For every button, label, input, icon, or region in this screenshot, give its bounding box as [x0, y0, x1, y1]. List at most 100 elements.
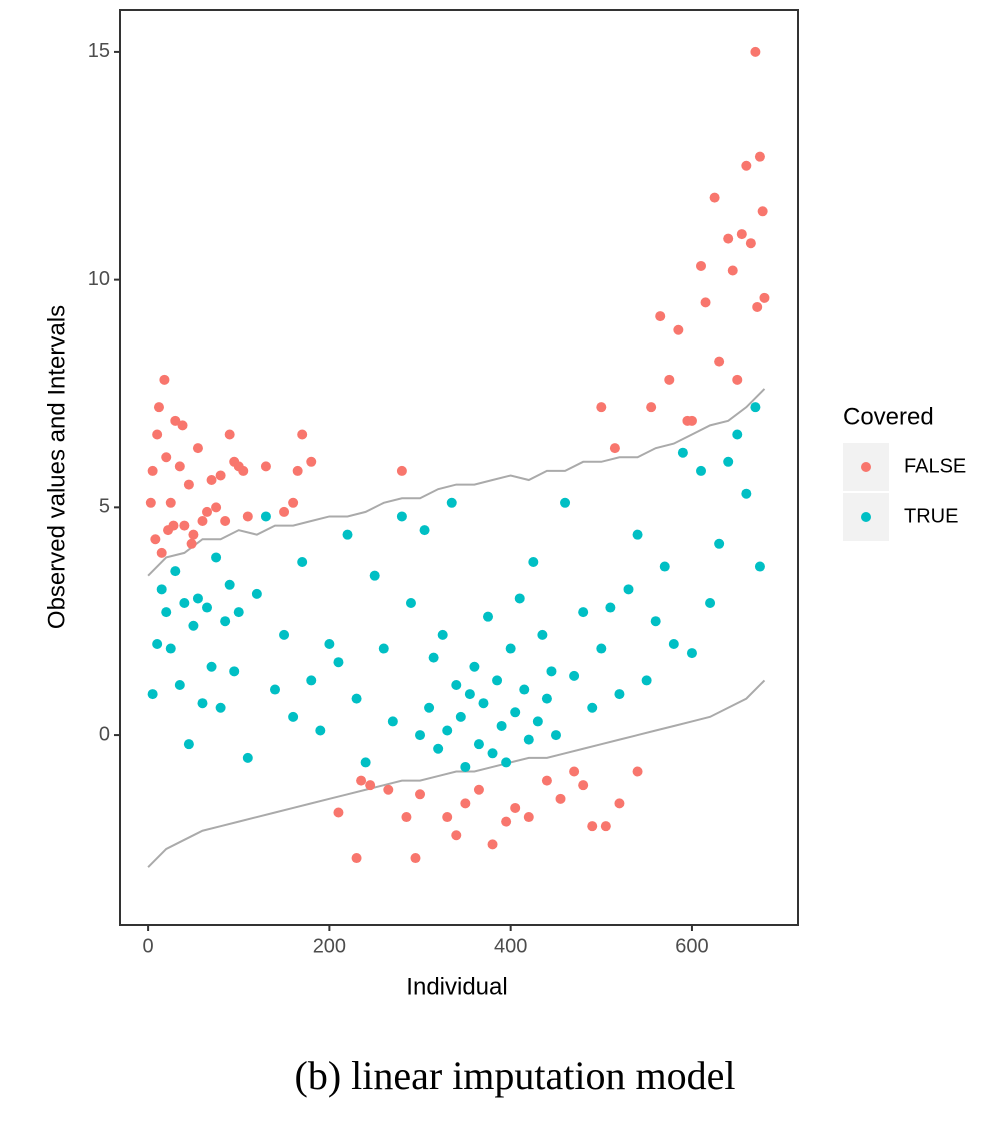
point — [342, 529, 353, 540]
point — [410, 853, 421, 864]
point — [555, 793, 566, 804]
point — [315, 725, 326, 736]
point — [179, 597, 190, 608]
point — [754, 561, 765, 572]
point — [655, 311, 666, 322]
point — [741, 488, 752, 499]
point — [197, 698, 208, 709]
point — [609, 443, 620, 454]
point — [433, 743, 444, 754]
point — [732, 374, 743, 385]
point — [673, 324, 684, 335]
point — [569, 766, 580, 777]
point — [260, 461, 271, 472]
point — [288, 497, 299, 508]
point — [396, 511, 407, 522]
point — [754, 151, 765, 162]
point — [451, 830, 462, 841]
point — [455, 711, 466, 722]
point — [211, 552, 222, 563]
legend-label: TRUE — [904, 505, 958, 527]
point — [686, 415, 697, 426]
point — [750, 402, 761, 413]
interval-lower — [147, 679, 766, 868]
point — [505, 643, 516, 654]
point — [487, 839, 498, 850]
point — [292, 465, 303, 476]
point — [260, 511, 271, 522]
point — [483, 611, 494, 622]
point — [752, 301, 763, 312]
point — [596, 643, 607, 654]
point — [306, 456, 317, 467]
y-tick-label: 10 — [88, 268, 110, 290]
point — [496, 720, 507, 731]
point — [700, 297, 711, 308]
point — [709, 192, 720, 203]
legend-marker — [861, 462, 871, 472]
point — [251, 588, 262, 599]
point — [153, 402, 164, 413]
point — [387, 716, 398, 727]
point — [501, 816, 512, 827]
point — [424, 702, 435, 713]
point — [192, 593, 203, 604]
point — [242, 511, 253, 522]
point — [279, 629, 290, 640]
point — [378, 643, 389, 654]
point — [632, 766, 643, 777]
point — [351, 693, 362, 704]
point — [365, 780, 376, 791]
point — [523, 734, 534, 745]
point — [147, 465, 158, 476]
point — [177, 420, 188, 431]
point — [519, 684, 530, 695]
point — [614, 798, 625, 809]
point — [405, 597, 416, 608]
point — [650, 616, 661, 627]
y-tick-label: 15 — [88, 40, 110, 62]
point — [415, 789, 426, 800]
point — [646, 402, 657, 413]
point — [541, 693, 552, 704]
point — [528, 557, 539, 568]
point — [664, 374, 675, 385]
point — [546, 666, 557, 677]
point — [156, 584, 167, 595]
point — [202, 602, 213, 613]
point — [269, 684, 280, 695]
point — [174, 461, 185, 472]
point — [759, 292, 770, 303]
x-tick-label: 400 — [494, 935, 527, 957]
x-axis-label: Individual — [406, 973, 507, 1000]
point — [428, 652, 439, 663]
point — [464, 689, 475, 700]
point — [736, 229, 747, 240]
point — [297, 557, 308, 568]
y-axis-label: Observed values and Intervals — [43, 305, 70, 629]
point — [145, 497, 156, 508]
x-tick-label: 600 — [675, 935, 708, 957]
point — [723, 456, 734, 467]
point — [437, 629, 448, 640]
point — [150, 534, 161, 545]
point — [714, 356, 725, 367]
legend-marker — [861, 512, 871, 522]
y-tick-label: 0 — [99, 723, 110, 745]
x-tick-label: 200 — [313, 935, 346, 957]
point — [523, 812, 534, 823]
point — [745, 238, 756, 249]
point — [333, 657, 344, 668]
point — [614, 689, 625, 700]
point — [152, 638, 163, 649]
point — [659, 561, 670, 572]
caption: (b) linear imputation model — [295, 1053, 736, 1098]
point — [587, 821, 598, 832]
point — [401, 812, 412, 823]
point — [578, 607, 589, 618]
point — [396, 465, 407, 476]
point — [492, 675, 503, 686]
point — [202, 506, 213, 517]
point — [487, 748, 498, 759]
point — [188, 620, 199, 631]
